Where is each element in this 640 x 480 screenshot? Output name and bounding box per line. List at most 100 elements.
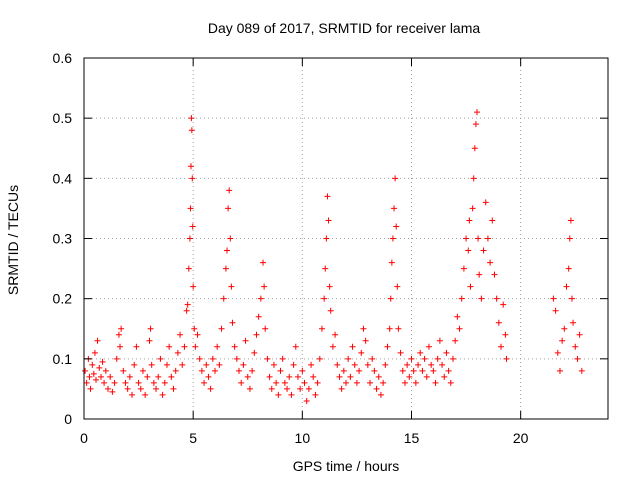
x-tick-label: 20 [513,430,529,446]
data-point [487,259,494,266]
data-point [191,325,198,332]
data-point [268,385,275,392]
x-axis-label: GPS time / hours [293,458,400,474]
data-point [393,223,400,230]
data-point [216,361,223,368]
data-point [415,361,422,368]
data-point [358,349,365,356]
data-point [408,355,415,362]
data-point [181,343,188,350]
data-point [367,379,374,386]
data-point [94,337,101,344]
data-point [161,379,168,386]
data-point [218,325,225,332]
data-point [301,379,308,386]
data-point [166,343,173,350]
data-point [113,355,120,362]
data-point [406,373,413,380]
data-point [115,331,122,338]
data-point [489,217,496,224]
data-point [188,115,195,122]
data-point [144,373,151,380]
data-point [288,391,295,398]
data-point [410,367,417,374]
data-point [554,349,561,356]
data-point [484,235,491,242]
data-point [137,385,144,392]
data-point [388,259,395,266]
grid-lines [84,58,608,419]
data-point [502,331,509,338]
plot-frame [83,57,609,420]
data-point [294,373,301,380]
x-tick-label: 10 [295,430,311,446]
data-point [246,385,253,392]
data-point [478,295,485,302]
data-point [185,265,192,272]
data-point [561,325,568,332]
data-point [369,355,376,362]
data-point [349,343,356,350]
data-point [552,307,559,314]
data-point [412,379,419,386]
data-point [179,361,186,368]
data-point [117,343,124,350]
data-point [139,367,146,374]
data-point [212,367,218,374]
data-point [389,235,396,242]
data-point [466,217,473,224]
data-point [332,331,339,338]
data-point [371,367,378,374]
data-point [336,373,343,380]
data-point [316,355,323,362]
data-point [326,283,333,290]
data-point [386,325,393,332]
data-point [567,217,574,224]
data-point [129,391,136,398]
data-point [262,325,269,332]
data-point [286,373,293,380]
data-point [351,361,358,368]
data-point [439,361,446,368]
data-point [229,319,236,326]
data-point [292,343,299,350]
data-point [401,379,408,386]
data-point [201,379,208,386]
data-point [323,235,330,242]
data-point [559,337,566,344]
data-point [220,295,227,302]
data-point [273,379,280,386]
chart-title: Day 089 of 2017, SRMTID for receiver lam… [208,20,481,36]
data-point [356,367,363,374]
data-point [96,364,103,371]
data-point [168,373,175,380]
data-point [147,325,154,332]
data-point [465,247,472,254]
y-tick-label: 0 [64,411,72,427]
data-point [308,361,315,368]
data-point [86,373,93,380]
data-point [314,379,321,386]
data-point [460,265,467,272]
data-point [568,295,575,302]
data-point [347,373,354,380]
data-point [89,361,96,368]
data-point [471,145,478,152]
data-point [570,319,577,326]
data-point [419,367,426,374]
data-point [83,379,90,386]
data-point [189,175,196,182]
data-point [142,391,149,398]
data-point [456,325,463,332]
data-point [470,175,477,182]
data-point [556,367,563,374]
data-point [503,355,510,362]
data-point [148,361,155,368]
data-points [82,109,585,404]
data-point [318,325,325,332]
data-point [454,313,461,320]
data-point [279,355,286,362]
data-point [187,205,194,212]
data-point [264,355,271,362]
data-point [322,265,329,272]
